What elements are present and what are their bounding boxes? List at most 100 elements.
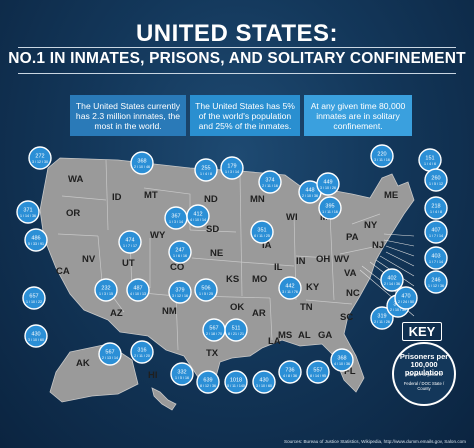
bubble-prison-counts: 1 / 6 / 16 bbox=[173, 254, 187, 258]
state-label-mo: MO bbox=[252, 274, 267, 285]
bubble-prison-counts: 1 / 4 / 8 bbox=[200, 172, 212, 176]
state-label-ia: IA bbox=[262, 240, 272, 251]
title-divider-bottom bbox=[18, 73, 456, 74]
state-bubble bbox=[24, 228, 48, 252]
bubble-prison-counts: 2 / 24 / 50 bbox=[398, 300, 414, 304]
bubble-rate: 368 bbox=[337, 356, 346, 362]
bubble-rate: 402 bbox=[387, 276, 396, 282]
bubble-rate: 368 bbox=[137, 159, 146, 165]
state-label-tx: TX bbox=[206, 348, 219, 359]
state-label-ne: NE bbox=[210, 248, 223, 259]
bubble-rate: 218 bbox=[431, 204, 440, 210]
bubble-rate: 319 bbox=[377, 314, 386, 320]
state-label-nj: NJ bbox=[372, 240, 384, 251]
state-label-ga: GA bbox=[318, 330, 332, 341]
state-bubble bbox=[224, 370, 248, 394]
bubble-rate: 486 bbox=[31, 236, 40, 242]
bubble-prison-counts: 8 / 14 / 95 bbox=[310, 374, 326, 378]
bubble-rate: 657 bbox=[29, 294, 38, 300]
bubble-rate: 567 bbox=[105, 350, 114, 356]
bubble-rate: 351 bbox=[257, 228, 266, 234]
state-labels: WA OR CA NV ID MT WY UT AZ NM CO ND SD N… bbox=[56, 174, 398, 381]
fact-box-inmates: The United States currently has 2.3 mill… bbox=[70, 95, 186, 136]
bubble-prison-counts: 3 / 10 / 26 bbox=[320, 186, 336, 190]
bubble-prison-counts: 4 / 10 / 36 bbox=[334, 362, 350, 366]
bubble-rate: 232 bbox=[101, 286, 110, 292]
bubble-prison-counts: 1 / 3 / 15 bbox=[99, 292, 113, 296]
bubble-rate: 407 bbox=[431, 228, 440, 234]
state-label-la: LA bbox=[268, 336, 281, 347]
state-label-mn: MN bbox=[250, 194, 265, 205]
bubble-rate: 430 bbox=[259, 378, 268, 384]
state-label-ms: MS bbox=[278, 330, 292, 341]
key-breakdown-label: Federal / DOC State / County bbox=[403, 381, 445, 391]
state-bubble bbox=[370, 306, 394, 330]
state-bubble bbox=[24, 324, 48, 348]
state-label-il: IL bbox=[274, 262, 283, 273]
state-bubble bbox=[278, 360, 302, 384]
state-bubble bbox=[258, 170, 282, 194]
state-bubble bbox=[424, 220, 448, 244]
bubble-prison-counts: 3 / 10 / 60 bbox=[256, 384, 272, 388]
state-label-ar: AR bbox=[252, 308, 266, 319]
bubble-rate: 255 bbox=[201, 166, 210, 172]
bubble-rate: 487 bbox=[133, 286, 142, 292]
bubble-rate: 260 bbox=[431, 176, 440, 182]
state-label-fl: FL bbox=[344, 366, 356, 377]
bubble-prison-counts: 5 / 11 / 140 bbox=[227, 384, 245, 388]
bubble-rate: 557 bbox=[313, 368, 322, 374]
state-bubble bbox=[278, 276, 302, 300]
bubble-prison-counts: 1 / 7 / 17 bbox=[123, 244, 137, 248]
state-label-nm: NM bbox=[162, 306, 177, 317]
bubble-rate: 272 bbox=[35, 154, 44, 160]
bubble-prison-counts: 4 / 10 / 13 bbox=[130, 292, 146, 296]
state-label-hi: HI bbox=[148, 370, 158, 381]
bubble-prison-counts: 1 / 14 / 36 bbox=[20, 214, 36, 218]
bubble-prison-counts: 3 / 10 / 60 bbox=[28, 338, 44, 342]
state-bubble bbox=[126, 278, 150, 302]
state-label-ky: KY bbox=[306, 282, 320, 293]
state-label-mt: MT bbox=[144, 190, 158, 201]
bubble-prison-counts: 1 / 5 / 12 bbox=[429, 182, 443, 186]
state-bubble bbox=[424, 196, 448, 220]
bubble-prison-counts: 2 / 13 / 14 bbox=[102, 356, 118, 360]
bubble-prison-counts: 3 / 11 / 16 bbox=[374, 158, 390, 162]
state-label-wi: WI bbox=[286, 212, 298, 223]
state-bubble bbox=[186, 204, 210, 228]
bubble-prison-counts: 2 / 11 / 16 bbox=[262, 184, 278, 188]
bubble-prison-counts: 8 / 12 / 36 bbox=[200, 384, 216, 388]
state-label-in: IN bbox=[296, 256, 306, 267]
state-bubble bbox=[28, 146, 52, 170]
bubble-rate: 371 bbox=[23, 208, 32, 214]
bubble-rate: 442 bbox=[285, 284, 294, 290]
bubble-prison-counts: 4 / 10 / 14 bbox=[190, 218, 206, 222]
bubble-rate: 470 bbox=[401, 294, 410, 300]
state-bubble bbox=[170, 362, 194, 386]
bubble-prison-counts: 2 / 11 / 26 bbox=[374, 320, 390, 324]
bubble-prison-counts: 6 / 11 / 25 bbox=[254, 234, 270, 238]
state-label-co: CO bbox=[170, 262, 184, 273]
state-bubble bbox=[94, 278, 118, 302]
state-label-sc: SC bbox=[340, 312, 353, 323]
state-bubble bbox=[250, 220, 274, 244]
state-label-nd: ND bbox=[204, 194, 218, 205]
bubble-rate: 247 bbox=[175, 248, 184, 254]
bubble-rate: 448 bbox=[305, 188, 314, 194]
state-label-va: VA bbox=[344, 268, 357, 279]
bubble-rate: 395 bbox=[325, 204, 334, 210]
bubble-prison-counts: 1 / 10 / 22 bbox=[26, 300, 42, 304]
state-label-me: ME bbox=[384, 190, 398, 201]
state-bubble bbox=[130, 340, 154, 364]
state-label-ca: CA bbox=[56, 266, 70, 277]
bubble-prison-counts: 3 / 12 / 16 bbox=[172, 294, 188, 298]
bubble-rate: 179 bbox=[227, 164, 236, 170]
bubble-rate: 220 bbox=[377, 152, 386, 158]
bubble-rate: 403 bbox=[431, 254, 440, 260]
state-label-id: ID bbox=[112, 192, 122, 203]
state-bubble bbox=[22, 286, 46, 310]
bubble-rate: 736 bbox=[285, 368, 294, 374]
hawaii-shape bbox=[151, 387, 177, 411]
bubble-prison-counts: 1 / 4 / 8 bbox=[430, 210, 442, 214]
state-bubble bbox=[380, 268, 404, 292]
state-label-nc: NC bbox=[346, 288, 360, 299]
